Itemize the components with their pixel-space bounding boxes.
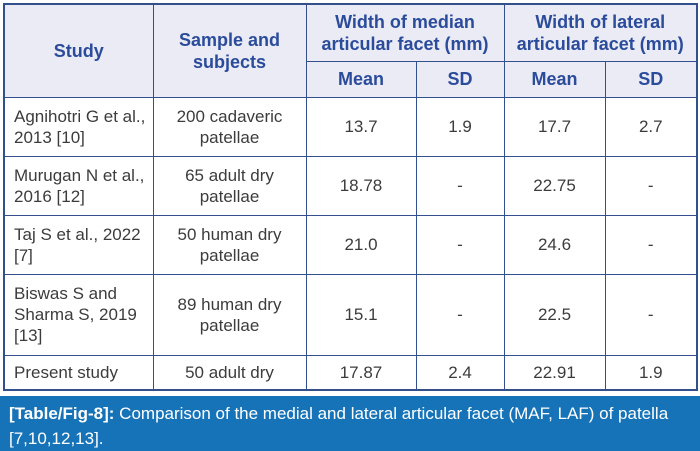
cell-laf-sd: 1.9	[604, 354, 698, 391]
cell-maf-mean: 17.87	[305, 354, 417, 391]
cell-maf-mean: 21.0	[305, 214, 417, 275]
cell-study: Agnihotri G et al., 2013 [10]	[3, 96, 154, 157]
cell-study: Biswas S and Sharma S, 2019 [13]	[3, 273, 154, 356]
cell-sample: 200 cadaveric patellae	[152, 96, 307, 157]
cell-study: Murugan N et al., 2016 [12]	[3, 155, 154, 216]
cell-maf-sd: -	[415, 214, 505, 275]
cell-sample: 89 human dry patellae	[152, 273, 307, 356]
cell-maf-mean: 18.78	[305, 155, 417, 216]
col-header-sample-and-subjects: Sample and subjects	[152, 3, 307, 98]
cell-laf-mean: 22.5	[503, 273, 606, 356]
header-sub-row: Mean SD Mean SD	[4, 60, 698, 98]
col-header-lateral-mean: Mean	[503, 60, 606, 98]
col-header-median-sd: SD	[415, 60, 505, 98]
cell-study: Present study	[3, 354, 154, 391]
cell-maf-sd: -	[415, 273, 505, 356]
figure-caption-bar: [Table/Fig-8]: Comparison of the medial …	[0, 396, 700, 451]
cell-maf-sd: -	[415, 155, 505, 216]
comparison-table: Study Sample and subjects Width of media…	[3, 3, 699, 391]
table-row: Present study 50 adult dry 17.87 2.4 22.…	[3, 354, 698, 391]
col-group-lateral-articular-facet: Width of lateral articular facet (mm)	[503, 3, 698, 62]
cell-maf-sd: 1.9	[415, 96, 505, 157]
cell-laf-mean: 24.6	[503, 214, 606, 275]
col-header-lateral-sd: SD	[604, 60, 698, 98]
cell-study: Taj S et al., 2022 [7]	[3, 214, 154, 275]
cell-laf-sd: 2.7	[604, 96, 698, 157]
cell-laf-sd: -	[604, 214, 698, 275]
table-fig-8: Study Sample and subjects Width of media…	[0, 3, 700, 451]
col-header-median-mean: Mean	[305, 60, 417, 98]
cell-sample: 50 human dry patellae	[152, 214, 307, 275]
cell-laf-sd: -	[604, 273, 698, 356]
cell-maf-mean: 13.7	[305, 96, 417, 157]
cell-sample: 50 adult dry	[152, 354, 307, 391]
cell-maf-mean: 15.1	[305, 273, 417, 356]
caption-label: [Table/Fig-8]:	[9, 404, 115, 423]
col-header-study: Study	[3, 3, 154, 98]
cell-laf-mean: 17.7	[503, 96, 606, 157]
cell-sample: 65 adult dry patellae	[152, 155, 307, 216]
table-row: Agnihotri G et al., 2013 [10] 200 cadave…	[3, 96, 698, 157]
cell-maf-sd: 2.4	[415, 354, 505, 391]
table-row: Murugan N et al., 2016 [12] 65 adult dry…	[3, 155, 698, 216]
cell-laf-mean: 22.91	[503, 354, 606, 391]
cell-laf-mean: 22.75	[503, 155, 606, 216]
table-row: Taj S et al., 2022 [7] 50 human dry pate…	[3, 214, 698, 275]
cell-laf-sd: -	[604, 155, 698, 216]
caption-text: Comparison of the medial and lateral art…	[9, 404, 669, 448]
table-row: Biswas S and Sharma S, 2019 [13] 89 huma…	[3, 273, 698, 356]
col-group-median-articular-facet: Width of median articular facet (mm)	[305, 3, 505, 62]
header-group-row: Study Sample and subjects Width of media…	[3, 3, 698, 98]
